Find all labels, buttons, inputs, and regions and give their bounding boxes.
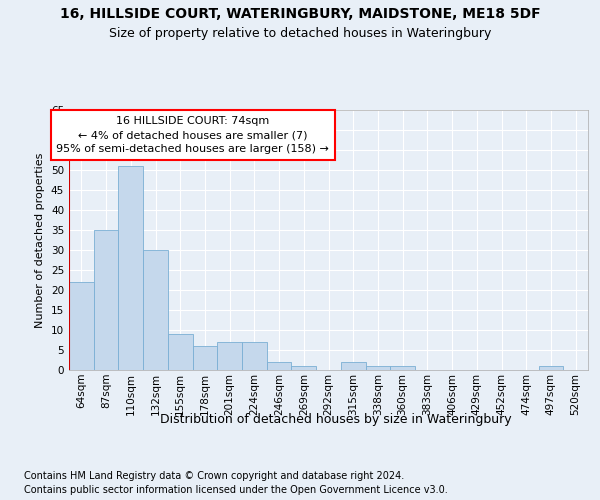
Text: 16, HILLSIDE COURT, WATERINGBURY, MAIDSTONE, ME18 5DF: 16, HILLSIDE COURT, WATERINGBURY, MAIDST… bbox=[59, 8, 541, 22]
Text: Distribution of detached houses by size in Wateringbury: Distribution of detached houses by size … bbox=[160, 412, 512, 426]
Bar bbox=[365, 366, 390, 370]
Bar bbox=[217, 342, 242, 370]
Text: Contains public sector information licensed under the Open Government Licence v3: Contains public sector information licen… bbox=[24, 485, 448, 495]
Bar bbox=[193, 346, 217, 370]
Bar bbox=[390, 366, 415, 370]
Bar bbox=[118, 166, 143, 370]
Bar bbox=[94, 230, 118, 370]
Bar bbox=[539, 366, 563, 370]
Bar bbox=[292, 366, 316, 370]
Text: Contains HM Land Registry data © Crown copyright and database right 2024.: Contains HM Land Registry data © Crown c… bbox=[24, 471, 404, 481]
Bar bbox=[341, 362, 365, 370]
Bar bbox=[69, 282, 94, 370]
Bar bbox=[168, 334, 193, 370]
Bar bbox=[267, 362, 292, 370]
Bar bbox=[143, 250, 168, 370]
Text: Size of property relative to detached houses in Wateringbury: Size of property relative to detached ho… bbox=[109, 28, 491, 40]
Y-axis label: Number of detached properties: Number of detached properties bbox=[35, 152, 46, 328]
Text: 16 HILLSIDE COURT: 74sqm
← 4% of detached houses are smaller (7)
95% of semi-det: 16 HILLSIDE COURT: 74sqm ← 4% of detache… bbox=[56, 116, 329, 154]
Bar bbox=[242, 342, 267, 370]
